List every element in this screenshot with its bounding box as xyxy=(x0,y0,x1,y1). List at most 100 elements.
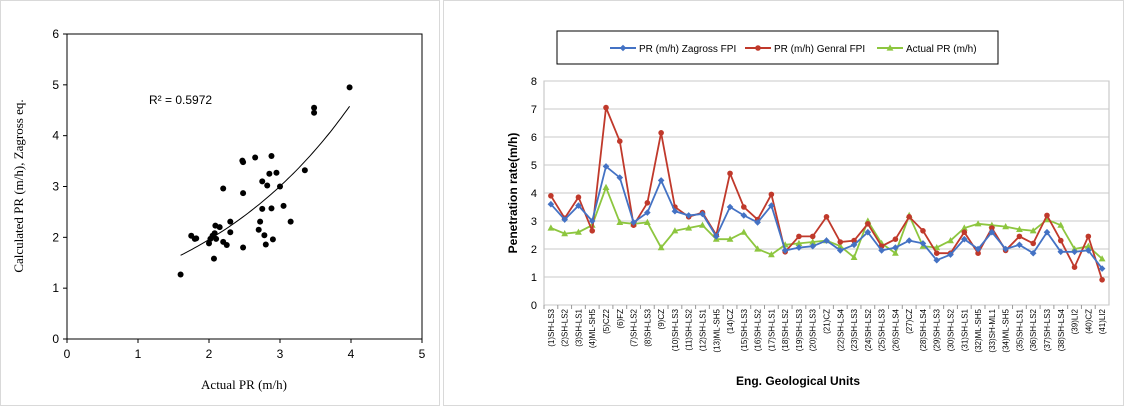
data-point xyxy=(974,245,982,253)
data-point xyxy=(1098,255,1106,262)
x-tick-label: (37)SH-LS3 xyxy=(1043,308,1052,351)
data-point xyxy=(588,217,596,225)
x-tick-label: (12)SH-LS1 xyxy=(699,308,708,351)
x-tick-label: (36)SH-LS2 xyxy=(1029,308,1038,351)
y-tick-label: 5 xyxy=(531,160,537,172)
data-point xyxy=(754,219,761,226)
data-point xyxy=(671,227,679,234)
scatter-point xyxy=(240,159,247,166)
x-tick-label: (32)ML-SH5 xyxy=(974,308,983,352)
y-tick-label: 6 xyxy=(52,27,59,41)
data-point xyxy=(961,229,968,235)
x-tick-label: (8)SH-LS3 xyxy=(643,308,652,346)
x-tick-label: (35)SH-LS1 xyxy=(1015,308,1024,351)
data-point xyxy=(644,200,651,206)
data-point xyxy=(975,250,981,256)
scatter-point xyxy=(287,218,294,225)
x-tick-label: (34)ML-SH5 xyxy=(1002,308,1011,352)
plot-area xyxy=(66,33,423,340)
x-tick-label: (5)CZ2 xyxy=(602,308,611,333)
y-tick-label: 8 xyxy=(531,76,537,88)
x-axis-title: Actual PR (m/h) xyxy=(201,377,287,392)
data-point xyxy=(657,244,665,251)
data-point xyxy=(575,194,582,200)
data-point xyxy=(933,256,941,264)
y-tick-label: 3 xyxy=(531,216,537,228)
line-chart: PR (m/h) Zagross FPI PR (m/h) Genral FPI A… xyxy=(506,30,1110,388)
scatter-point xyxy=(311,104,318,111)
x-tick-label: (28)SH-LS4 xyxy=(919,308,928,351)
x-tick-label: (21)CZ xyxy=(823,309,832,334)
x-tick-label: (30)SH-LS2 xyxy=(947,308,956,351)
data-point xyxy=(1016,233,1023,240)
x-tick-label: (9)CZ xyxy=(657,309,666,330)
data-point xyxy=(892,244,899,251)
scatter-point xyxy=(268,153,275,159)
x-tick-label: (19)SH-LS3 xyxy=(795,308,804,351)
data-point xyxy=(740,212,748,219)
data-point xyxy=(1071,245,1078,252)
y-tick-label: 1 xyxy=(531,272,537,284)
x-tick-label: (39)LI2 xyxy=(1071,308,1080,334)
data-point xyxy=(1002,223,1010,230)
data-point xyxy=(741,204,747,210)
data-point xyxy=(727,170,733,177)
y-axis-title: Calculated PR (m/h), Zagross eq. xyxy=(11,99,26,272)
data-point xyxy=(575,202,582,209)
data-point xyxy=(602,163,610,170)
data-point xyxy=(1099,277,1105,283)
x-tick-label: (38)SH-LS4 xyxy=(1057,308,1066,351)
data-point xyxy=(809,233,816,240)
x-tick-label: (22)SH-LS4 xyxy=(836,308,845,351)
scatter-point xyxy=(213,235,220,242)
data-point xyxy=(947,251,954,258)
data-point xyxy=(589,228,596,234)
line-chart-panel: PR (m/h) Zagross FPI PR (m/h) Genral FPI A… xyxy=(443,0,1124,406)
data-point xyxy=(796,233,802,240)
data-point xyxy=(699,221,706,228)
x-tick-label: 0 xyxy=(64,347,71,361)
x-tick-label: (33)SH-ML1 xyxy=(988,308,997,352)
scatter-point xyxy=(259,178,266,185)
x-tick-label: 4 xyxy=(348,347,355,361)
data-point xyxy=(864,228,872,236)
x-tick-label: (3)SH-LS1 xyxy=(575,308,584,346)
scatter-point xyxy=(264,182,271,189)
x-tick-label: (2)SH-LS2 xyxy=(561,308,570,346)
data-point xyxy=(1057,237,1064,244)
x-tick-label: (15)SH-LS3 xyxy=(740,308,749,351)
y-tick-label: 2 xyxy=(531,244,537,256)
x-tick-label: (29)SH-LS3 xyxy=(933,308,942,351)
data-point xyxy=(685,212,692,219)
y-tick-label: 5 xyxy=(52,78,59,92)
data-point xyxy=(767,251,775,258)
scatter-point xyxy=(220,185,227,192)
x-tick-label: (26)SH-LS4 xyxy=(891,308,900,351)
data-point xyxy=(989,225,995,231)
scatter-point xyxy=(346,84,353,91)
y-tick-label: 0 xyxy=(531,300,537,312)
y-tick-label: 2 xyxy=(52,230,59,244)
x-tick-label: (14)CZ xyxy=(726,309,735,334)
x-tick-label: (6)FZ xyxy=(616,309,625,329)
legend-marker xyxy=(886,44,894,51)
data-point xyxy=(699,210,706,218)
data-point xyxy=(561,216,568,223)
data-point xyxy=(809,238,817,245)
data-point xyxy=(1057,221,1065,228)
y-tick-label: 7 xyxy=(531,104,537,116)
data-point xyxy=(836,247,844,254)
legend-item: Actual PR (m/h) xyxy=(877,44,977,55)
scatter-point xyxy=(206,240,212,247)
scatter-chart-panel: Actual PR (m/h) Calculated PR (m/h), Zag… xyxy=(0,0,440,406)
data-point xyxy=(1057,248,1065,256)
data-point xyxy=(865,221,871,227)
scatter-point xyxy=(268,205,275,212)
data-point xyxy=(547,224,555,231)
data-point xyxy=(616,218,624,225)
scatter-chart: Actual PR (m/h) Calculated PR (m/h), Zag… xyxy=(11,27,426,392)
data-point xyxy=(671,207,679,215)
data-point xyxy=(809,242,817,250)
scatter-point xyxy=(280,202,287,209)
data-point xyxy=(712,233,720,240)
